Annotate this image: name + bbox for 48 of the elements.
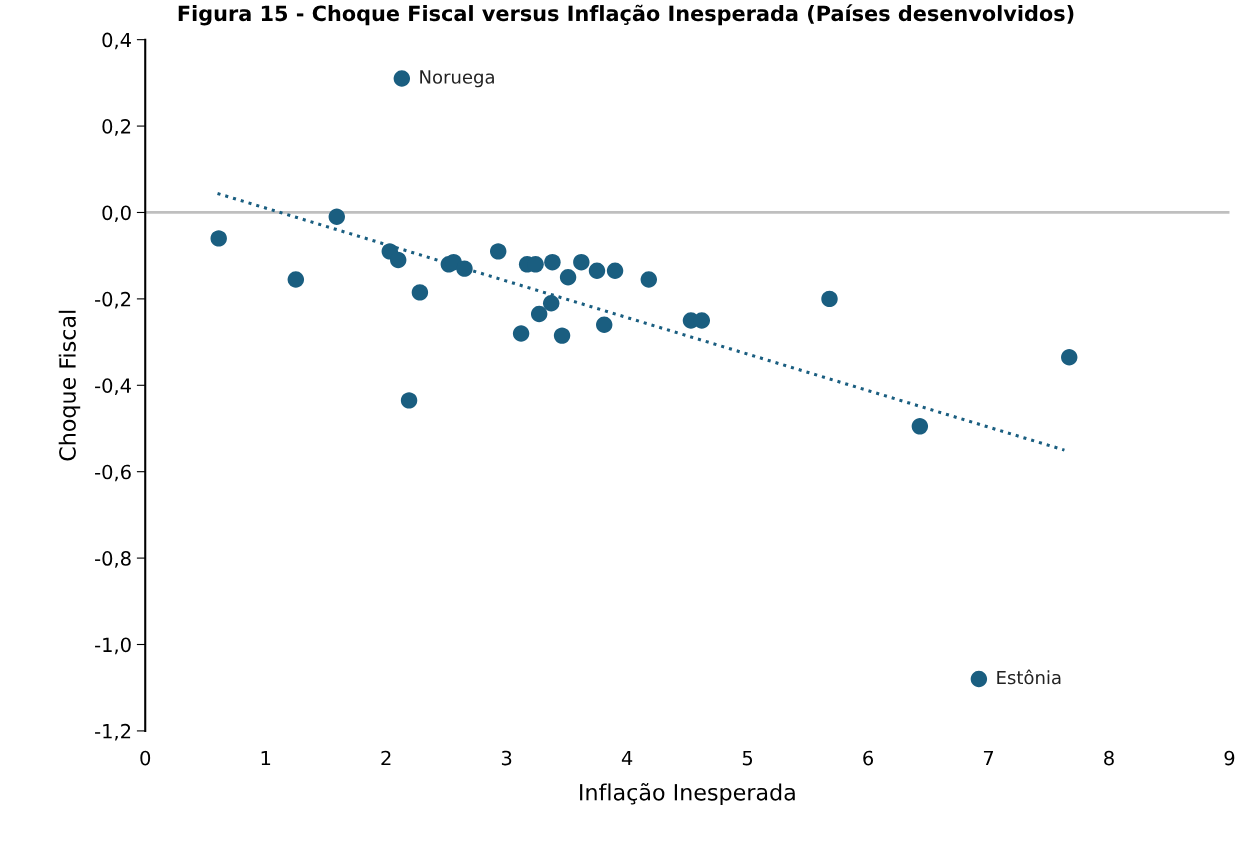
point: [640, 271, 658, 288]
y-tick-label: -0,8: [95, 551, 131, 568]
point: [390, 251, 407, 269]
y-tick-label: -0,4: [95, 378, 131, 395]
point: [1061, 348, 1078, 366]
x-tick-label: 7: [983, 750, 994, 766]
point: [553, 327, 571, 344]
y-tick-label: 0,0: [102, 205, 131, 223]
x-tick-label: 3: [501, 750, 512, 766]
annotation: Noruega: [420, 70, 494, 88]
point: [530, 305, 548, 323]
point: [588, 262, 606, 280]
annotation: Estônia: [997, 669, 1061, 685]
point: [606, 262, 624, 280]
point: [393, 70, 411, 87]
point: [911, 418, 929, 435]
point: [559, 269, 577, 286]
x-axis-title: Inflação Inesperada: [580, 783, 795, 805]
point: [456, 260, 473, 277]
y-tick-label: -1,2: [95, 723, 131, 741]
point: [821, 290, 838, 308]
y-tick-label: -0,6: [95, 464, 131, 482]
point: [970, 670, 988, 688]
y-axis-title: Choque Fiscal: [58, 310, 81, 461]
point: [210, 230, 227, 247]
y-tick-label: 0,4: [102, 32, 131, 50]
x-tick-label: 5: [742, 750, 753, 766]
point: [287, 271, 305, 288]
point: [596, 316, 613, 334]
point: [544, 253, 561, 271]
point: [573, 253, 590, 271]
y-tick-label: -1,0: [95, 637, 131, 655]
point: [489, 243, 507, 260]
x-tick-label: 2: [381, 750, 391, 766]
point: [411, 284, 429, 301]
point: [512, 325, 530, 342]
x-tick-label: 9: [1224, 750, 1235, 766]
x-tick-label: 4: [621, 750, 633, 766]
x-tick-label: 1: [261, 750, 271, 766]
y-tick-label: -0,2: [95, 291, 131, 309]
x-tick-label: 6: [863, 750, 874, 766]
point: [400, 392, 418, 409]
chart-title: Figura 15 - Choque Fiscal versus Inflação Inesperada (Países desenvolvidos): [178, 4, 1074, 26]
x-tick-label: 8: [1104, 750, 1114, 766]
y-tick-label: 0,2: [102, 119, 131, 136]
point: [543, 294, 560, 312]
point: [328, 208, 345, 226]
x-tick-label: 0: [140, 750, 151, 766]
